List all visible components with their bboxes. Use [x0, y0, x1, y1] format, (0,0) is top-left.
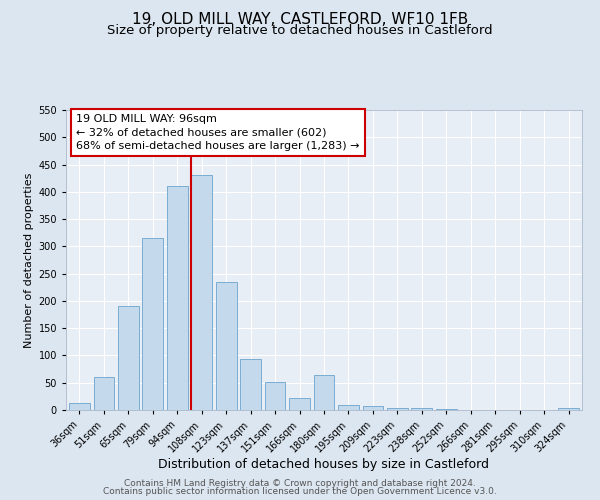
Bar [142, 238, 163, 410]
Bar [338, 405, 359, 410]
Bar [558, 408, 579, 410]
Bar [94, 378, 114, 410]
Bar [118, 306, 139, 410]
Text: 19 OLD MILL WAY: 96sqm
← 32% of detached houses are smaller (602)
68% of semi-de: 19 OLD MILL WAY: 96sqm ← 32% of detached… [76, 114, 360, 151]
Text: Size of property relative to detached houses in Castleford: Size of property relative to detached ho… [107, 24, 493, 37]
Bar [265, 382, 286, 410]
X-axis label: Distribution of detached houses by size in Castleford: Distribution of detached houses by size … [158, 458, 490, 471]
Text: 19, OLD MILL WAY, CASTLEFORD, WF10 1FB: 19, OLD MILL WAY, CASTLEFORD, WF10 1FB [132, 12, 468, 28]
Bar [289, 398, 310, 410]
Y-axis label: Number of detached properties: Number of detached properties [24, 172, 34, 348]
Bar [387, 408, 408, 410]
Text: Contains HM Land Registry data © Crown copyright and database right 2024.: Contains HM Land Registry data © Crown c… [124, 478, 476, 488]
Bar [362, 406, 383, 410]
Bar [69, 404, 90, 410]
Text: Contains public sector information licensed under the Open Government Licence v3: Contains public sector information licen… [103, 487, 497, 496]
Bar [412, 408, 432, 410]
Bar [191, 176, 212, 410]
Bar [167, 186, 188, 410]
Bar [240, 360, 261, 410]
Bar [216, 282, 236, 410]
Bar [314, 374, 334, 410]
